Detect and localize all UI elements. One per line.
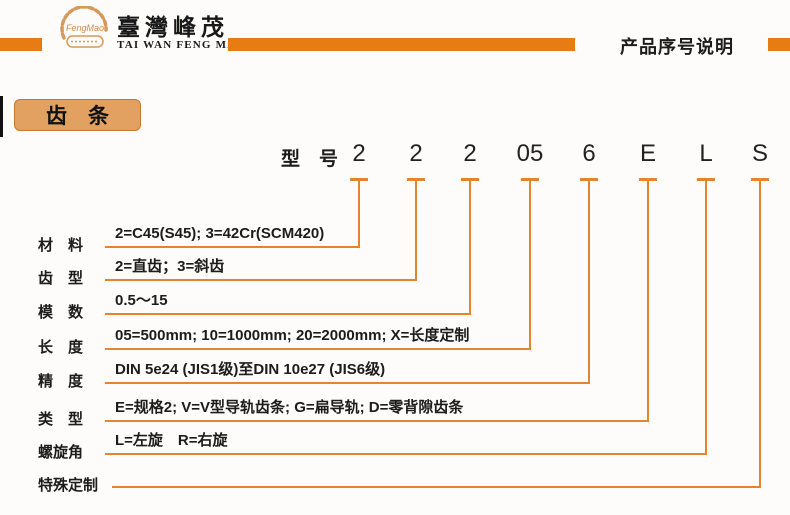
header-bar-right <box>768 38 790 51</box>
section-badge-rack: 齿 条 <box>14 99 141 131</box>
header-bar-left <box>0 38 42 51</box>
model-char: 05 <box>516 140 544 167</box>
model-number-label: 型 号 <box>281 149 339 170</box>
logo-script-text: FengMao <box>66 23 104 33</box>
spec-row-label: 螺旋角 <box>38 444 84 461</box>
spec-row-label: 特殊定制 <box>38 477 99 494</box>
spec-row-text: 2=C45(S45); 3=42Cr(SCM420) <box>115 225 325 242</box>
page-edge-strip <box>0 96 3 137</box>
spec-row-line <box>105 382 590 384</box>
spec-row-line <box>105 279 417 281</box>
connector-tick <box>697 178 715 181</box>
connector-stem <box>705 180 707 455</box>
spec-row-label: 齿 型 <box>38 270 84 287</box>
connector-stem <box>759 180 761 488</box>
brand-name-en: TAI WAN FENG MAO <box>117 39 247 51</box>
spec-row-line <box>105 453 707 455</box>
connector-stem <box>415 180 417 281</box>
spec-row-label: 精 度 <box>38 373 84 390</box>
model-char: E <box>639 140 657 167</box>
spec-row-text: 0.5～15 <box>115 292 168 309</box>
model-char: 2 <box>409 140 423 167</box>
page-title: 产品序号说明 <box>620 37 734 57</box>
fengmao-gear-logo-icon: FengMao <box>60 6 108 48</box>
spec-row-text: 05=500mm; 10=1000mm; 20=2000mm; X=长度定制 <box>115 327 470 344</box>
spec-row-line <box>105 246 360 248</box>
spec-row-label: 模 数 <box>38 304 84 321</box>
model-char: L <box>699 140 713 167</box>
model-char: 2 <box>352 140 366 167</box>
connector-tick <box>461 178 479 181</box>
spec-row-text: L=左旋 R=右旋 <box>115 432 228 449</box>
spec-row-label: 长 度 <box>38 339 84 356</box>
connector-tick <box>580 178 598 181</box>
connector-stem <box>469 180 471 315</box>
connector-stem <box>647 180 649 422</box>
model-char: S <box>751 140 769 167</box>
spec-row-label: 材 料 <box>38 237 84 254</box>
header-bar-middle <box>228 38 575 51</box>
connector-tick <box>751 178 769 181</box>
connector-tick <box>407 178 425 181</box>
connector-tick <box>350 178 368 181</box>
spec-row-line <box>105 313 471 315</box>
model-char: 2 <box>463 140 477 167</box>
connector-tick <box>521 178 539 181</box>
spec-row-label: 类 型 <box>38 411 84 428</box>
spec-row-line <box>105 420 649 422</box>
model-char: 6 <box>582 140 596 167</box>
connector-stem <box>358 180 360 248</box>
connector-stem <box>588 180 590 384</box>
spec-row-text: 2=直齿；3=斜齿 <box>115 258 225 275</box>
spec-row-text: DIN 5e24 (JIS1级)至DIN 10e27 (JIS6级) <box>115 361 386 378</box>
spec-row-line <box>112 486 761 488</box>
brand-name-cn: 臺灣峰茂 <box>117 15 229 40</box>
spec-row-line <box>105 348 531 350</box>
connector-stem <box>529 180 531 350</box>
spec-row-text: E=规格2; V=V型导轨齿条; G=扁导轨; D=零背隙齿条 <box>115 399 464 416</box>
connector-tick <box>639 178 657 181</box>
